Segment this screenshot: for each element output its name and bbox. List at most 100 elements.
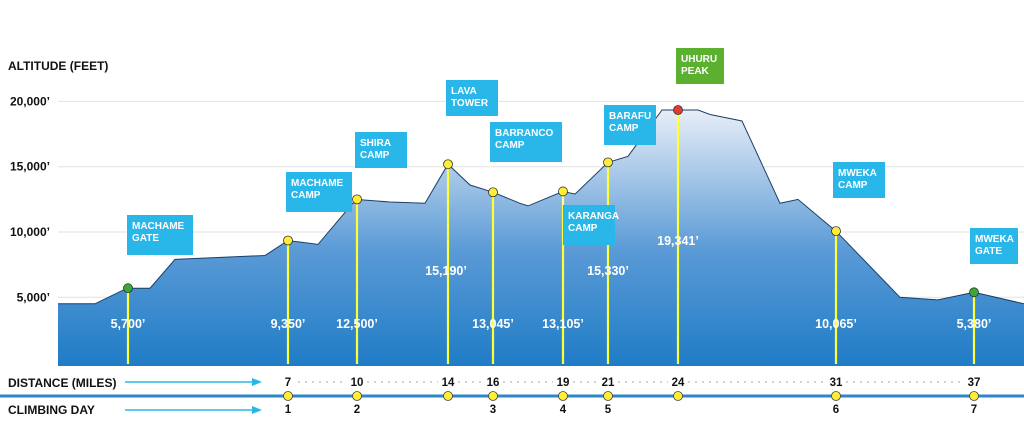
day-value: 4: [560, 404, 567, 416]
waypoint-name: CAMP: [568, 223, 598, 234]
flag-background: [355, 132, 407, 168]
flag-background: [127, 215, 193, 255]
altitude-label: 13,105’: [542, 317, 584, 331]
waypoint-name: GATE: [975, 246, 1002, 257]
waypoint-name: CAMP: [291, 190, 321, 201]
waypoint-name: MACHAME: [291, 178, 344, 189]
flag-background: [286, 172, 352, 212]
waypoint-name: CAMP: [360, 150, 390, 161]
altitude-label: 9,350’: [271, 317, 306, 331]
altitude-label: 15,190’: [425, 264, 467, 278]
waypoint-name: BARAFU: [609, 111, 651, 122]
flag-background: [970, 228, 1018, 264]
waypoint-name: GATE: [132, 233, 159, 244]
waypoint-name: UHURU: [681, 54, 717, 65]
day-marker: [283, 391, 293, 401]
waypoint-marker: [673, 105, 683, 115]
day-marker: [969, 391, 979, 401]
waypoint-marker: [558, 186, 568, 197]
altitude-label: 15,330’: [587, 264, 629, 278]
waypoint-markers: [123, 105, 979, 298]
waypoint-name: TOWER: [451, 98, 489, 109]
day-marker: [352, 391, 362, 401]
flag-background: [446, 80, 498, 116]
distance-value: 19: [557, 377, 570, 389]
distance-value: 37: [968, 377, 981, 389]
distance-value: 10: [351, 377, 364, 389]
distance-value: 16: [487, 377, 500, 389]
distance-arrow: [125, 378, 262, 386]
y-tick-label: 15,000’: [10, 160, 50, 174]
altitude-label: 5,380’: [957, 317, 992, 331]
flag-background: [490, 122, 562, 162]
day-row-title: CLIMBING DAY: [8, 403, 95, 417]
y-tick-label: 5,000’: [17, 290, 50, 304]
day-value: 1: [285, 404, 292, 416]
waypoint-marker: [283, 235, 293, 246]
flag-background: [604, 105, 656, 145]
distance-value: 21: [602, 377, 615, 389]
waypoint-name: SHIRA: [360, 138, 391, 149]
waypoint-name: KARANGA: [568, 211, 619, 222]
waypoint-marker: [831, 226, 841, 237]
waypoint-name: MACHAME: [132, 221, 185, 232]
day-marker: [488, 391, 498, 401]
distance-row-title: DISTANCE (MILES): [8, 376, 116, 390]
y-axis-ticks: 5,000’ 10,000’ 15,000’ 20,000’: [10, 94, 50, 304]
y-axis-title: ALTITUDE (FEET): [8, 59, 108, 73]
altitude-label: 5,700’: [111, 317, 146, 331]
waypoint-name: CAMP: [495, 140, 525, 151]
day-value: 2: [354, 404, 360, 416]
day-marker: [831, 391, 841, 401]
elevation-area: [58, 110, 1024, 366]
altitude-labels: 5,700’ 9,350’ 12,500’ 15,190’ 13,045’ 13,105’…: [111, 234, 992, 331]
distance-value: 7: [285, 377, 291, 389]
waypoint-name: BARRANCO: [495, 128, 554, 139]
day-value: 3: [490, 404, 496, 416]
waypoint-name: CAMP: [609, 123, 639, 134]
waypoint-marker: [123, 283, 133, 294]
waypoint-name: PEAK: [681, 66, 710, 77]
day-value: 5: [605, 404, 612, 416]
altitude-label: 12,500’: [336, 317, 378, 331]
distance-value: 31: [830, 377, 843, 389]
waypoint-name: LAVA: [451, 86, 477, 97]
waypoint-flags: MACHAMEGATEMACHAMECAMPSHIRACAMPLAVATOWER…: [126, 48, 1018, 293]
waypoint-name: MWEKA: [838, 168, 877, 179]
flag-background: [563, 205, 615, 245]
flag-background: [676, 48, 724, 84]
waypoint-name: MWEKA: [975, 234, 1014, 245]
y-tick-label: 20,000’: [10, 94, 50, 108]
altitude-label: 19,341’: [657, 234, 699, 248]
day-arrow: [125, 406, 262, 414]
altitude-label: 10,065’: [815, 317, 857, 331]
distance-day-rows: DISTANCE (MILES) CLIMBING DAY 7 10 14 16 19 2…: [0, 376, 1024, 417]
day-value: 6: [833, 404, 839, 416]
waypoint-marker: [443, 159, 453, 170]
day-value: 7: [971, 404, 977, 416]
waypoint-marker: [969, 287, 979, 298]
waypoint-marker: [352, 194, 362, 205]
waypoint-marker: [488, 187, 498, 198]
altitude-label: 13,045’: [472, 317, 514, 331]
day-marker: [443, 391, 453, 401]
day-marker: [558, 391, 568, 401]
flag-background: [833, 162, 885, 198]
day-marker: [673, 391, 683, 401]
waypoint-marker: [603, 157, 613, 168]
distance-value: 24: [672, 377, 685, 389]
distance-value: 14: [442, 377, 455, 389]
y-tick-label: 10,000’: [10, 225, 50, 239]
elevation-outline: [58, 109, 1024, 305]
